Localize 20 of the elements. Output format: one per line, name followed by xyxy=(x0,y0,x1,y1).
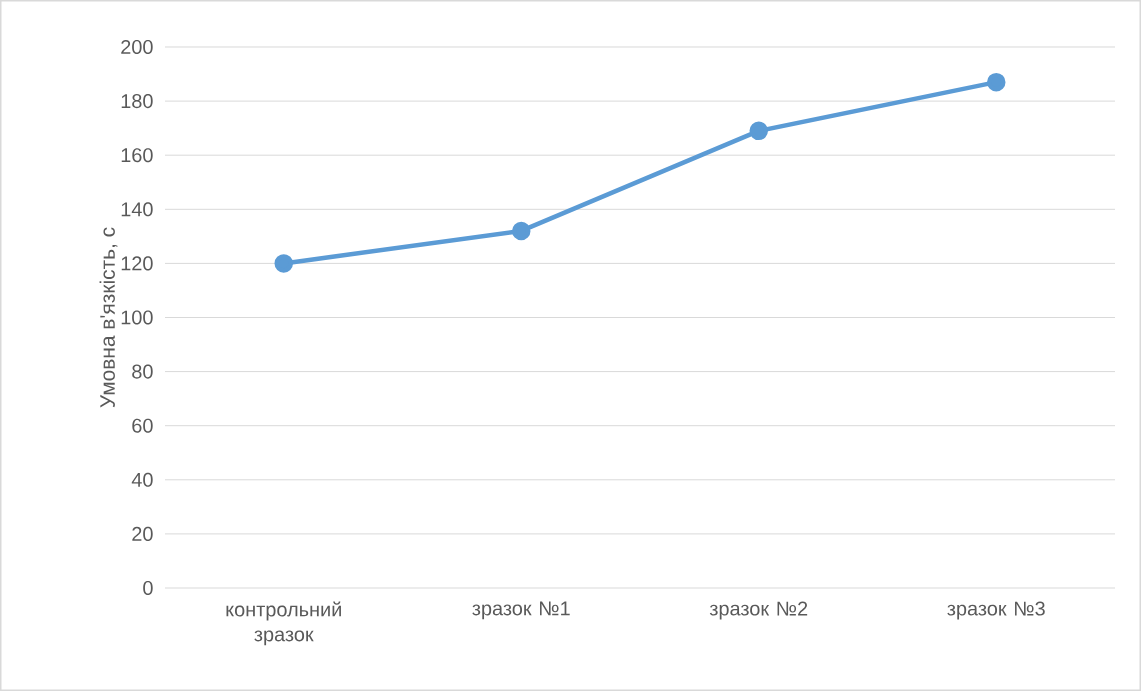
y-tick-label: 0 xyxy=(143,580,153,596)
x-tick-label: зразок №3 xyxy=(947,601,1045,620)
y-tick-label: 140 xyxy=(121,202,153,217)
point xyxy=(512,221,531,241)
y-tick-label: 40 xyxy=(131,472,153,487)
y-tick-label: 100 xyxy=(121,310,153,325)
x-tick-label: зразок №1 xyxy=(472,601,570,620)
y-tick-label: 180 xyxy=(121,94,153,109)
point xyxy=(749,121,769,141)
point xyxy=(987,72,1006,92)
y-tick-label: 60 xyxy=(132,418,153,433)
y-tick-label: 20 xyxy=(132,526,153,541)
point xyxy=(274,254,293,273)
y-tick-label: 160 xyxy=(121,148,153,163)
y-tick-label: 120 xyxy=(121,256,153,271)
x-tick-label: контрольний зразок xyxy=(226,601,341,646)
x-tick-label: зразок №2 xyxy=(709,601,808,620)
y-tick-label: 80 xyxy=(132,364,153,379)
y-axis-title: Умовна в'язкість, с xyxy=(99,227,118,408)
y-tick-label: 200 xyxy=(121,39,153,55)
